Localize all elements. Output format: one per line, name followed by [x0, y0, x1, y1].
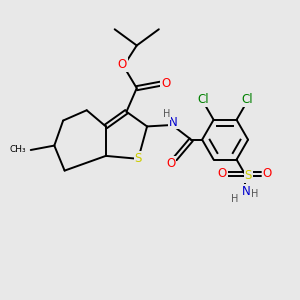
- Text: O: O: [161, 77, 170, 90]
- Text: H: H: [251, 189, 259, 199]
- Text: O: O: [263, 167, 272, 180]
- Text: H: H: [163, 109, 170, 119]
- Text: CH₃: CH₃: [10, 146, 26, 154]
- Text: H: H: [231, 194, 238, 204]
- Text: O: O: [166, 157, 175, 170]
- Text: Cl: Cl: [242, 93, 254, 106]
- Text: N: N: [242, 185, 250, 198]
- Text: O: O: [117, 58, 127, 71]
- Text: O: O: [218, 167, 226, 180]
- Text: N: N: [169, 116, 178, 128]
- Text: Cl: Cl: [197, 93, 209, 106]
- Text: S: S: [244, 169, 252, 182]
- Text: S: S: [134, 152, 142, 165]
